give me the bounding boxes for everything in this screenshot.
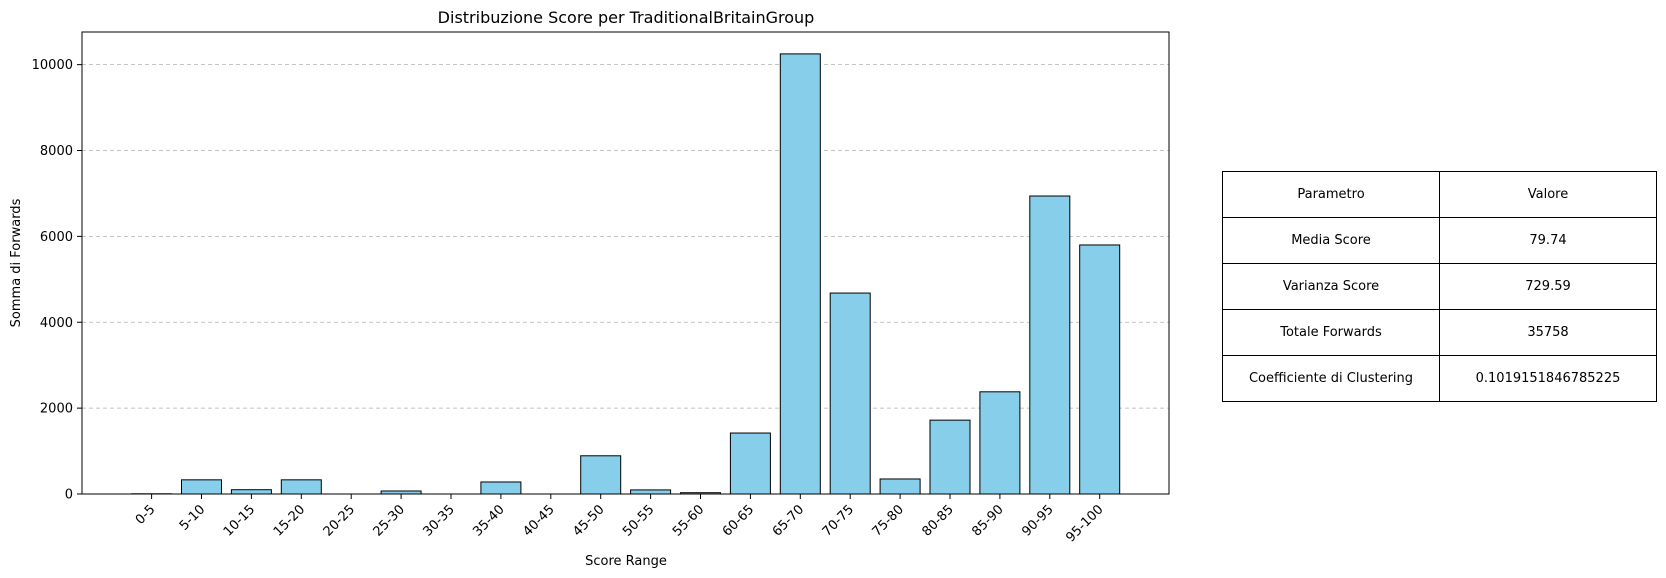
- x-tick-label: 55-60: [670, 502, 707, 539]
- chart-title: Distribuzione Score per TraditionalBrita…: [438, 8, 815, 27]
- bar: [630, 489, 672, 495]
- table-cell-parameter: Totale Forwards: [1222, 309, 1440, 356]
- y-tick-label: 8000: [40, 144, 73, 159]
- bar: [580, 455, 622, 495]
- table-header-row: Parametro Valore: [1222, 171, 1657, 218]
- x-axis-ticks: 0-5 5-10 10-15 15-20 20-25 25-30 30-35 35-40 40-…: [133, 494, 1107, 545]
- bar: [480, 481, 522, 495]
- x-tick-label: 40-45: [520, 502, 557, 539]
- x-tick-label: 70-75: [820, 502, 857, 539]
- x-tick-label: 45-50: [570, 502, 607, 539]
- x-tick-label: 30-35: [421, 502, 458, 539]
- table-row: Varianza Score 729.59: [1222, 263, 1657, 310]
- bar: [181, 479, 222, 495]
- score-distribution-chart: Distribuzione Score per TraditionalBrita…: [9, 8, 1170, 569]
- x-tick-label: 65-70: [770, 502, 807, 539]
- x-tick-label: 85-90: [969, 502, 1006, 539]
- table-cell-parameter: Media Score: [1222, 217, 1440, 264]
- table-row: Media Score 79.74: [1222, 217, 1657, 264]
- table-header-cell: Valore: [1439, 171, 1657, 218]
- x-tick-label: 35-40: [470, 502, 507, 539]
- bar: [230, 489, 272, 495]
- x-tick-label: 75-80: [870, 502, 907, 539]
- x-tick-label: 25-30: [371, 502, 408, 539]
- y-tick-label: 4000: [40, 316, 73, 331]
- y-axis-label: Somma di Forwards: [9, 198, 24, 327]
- y-tick-label: 0: [65, 488, 73, 503]
- table-row: Totale Forwards 35758: [1222, 309, 1657, 356]
- x-tick-label: 50-55: [620, 502, 657, 539]
- bar: [879, 478, 921, 495]
- table-cell-value: 79.74: [1439, 217, 1657, 264]
- table-cell-value: 35758: [1439, 309, 1657, 356]
- bar: [979, 391, 1021, 495]
- table-header-cell: Parametro: [1222, 171, 1440, 218]
- bar: [729, 432, 771, 495]
- bar: [779, 53, 821, 495]
- stats-table: Parametro Valore Media Score 79.74 Varia…: [1222, 171, 1657, 402]
- bar: [280, 479, 322, 495]
- x-tick-label: 0-5: [133, 502, 159, 528]
- y-tick-label: 6000: [40, 230, 73, 245]
- bar: [829, 292, 871, 495]
- bar: [1029, 195, 1071, 495]
- table-cell-parameter: Varianza Score: [1222, 263, 1440, 310]
- y-tick-label: 2000: [40, 402, 73, 417]
- x-tick-label: 20-25: [321, 502, 358, 539]
- plot-frame: [81, 31, 1170, 495]
- y-tick-label: 10000: [32, 58, 73, 73]
- grid-lines: [82, 64, 1169, 409]
- bars-group: [131, 53, 1121, 495]
- x-tick-label: 5-10: [177, 502, 208, 533]
- table-cell-value: 729.59: [1439, 263, 1657, 310]
- table-row: Coefficiente di Clustering 0.10191518467…: [1222, 355, 1657, 402]
- bar: [1079, 244, 1121, 495]
- bar: [929, 419, 971, 495]
- x-tick-label: 80-85: [920, 502, 957, 539]
- table-cell-parameter: Coefficiente di Clustering: [1222, 355, 1440, 402]
- x-tick-label: 15-20: [271, 502, 308, 539]
- x-tick-label: 95-100: [1063, 502, 1106, 545]
- x-tick-label: 60-65: [720, 502, 757, 539]
- x-tick-label: 10-15: [221, 502, 258, 539]
- table-cell-value: 0.1019151846785225: [1439, 355, 1657, 402]
- y-axis-ticks: 0 2000 4000 6000 8000 10000: [32, 58, 82, 503]
- x-axis-label: Score Range: [585, 554, 667, 569]
- x-tick-label: 90-95: [1019, 502, 1056, 539]
